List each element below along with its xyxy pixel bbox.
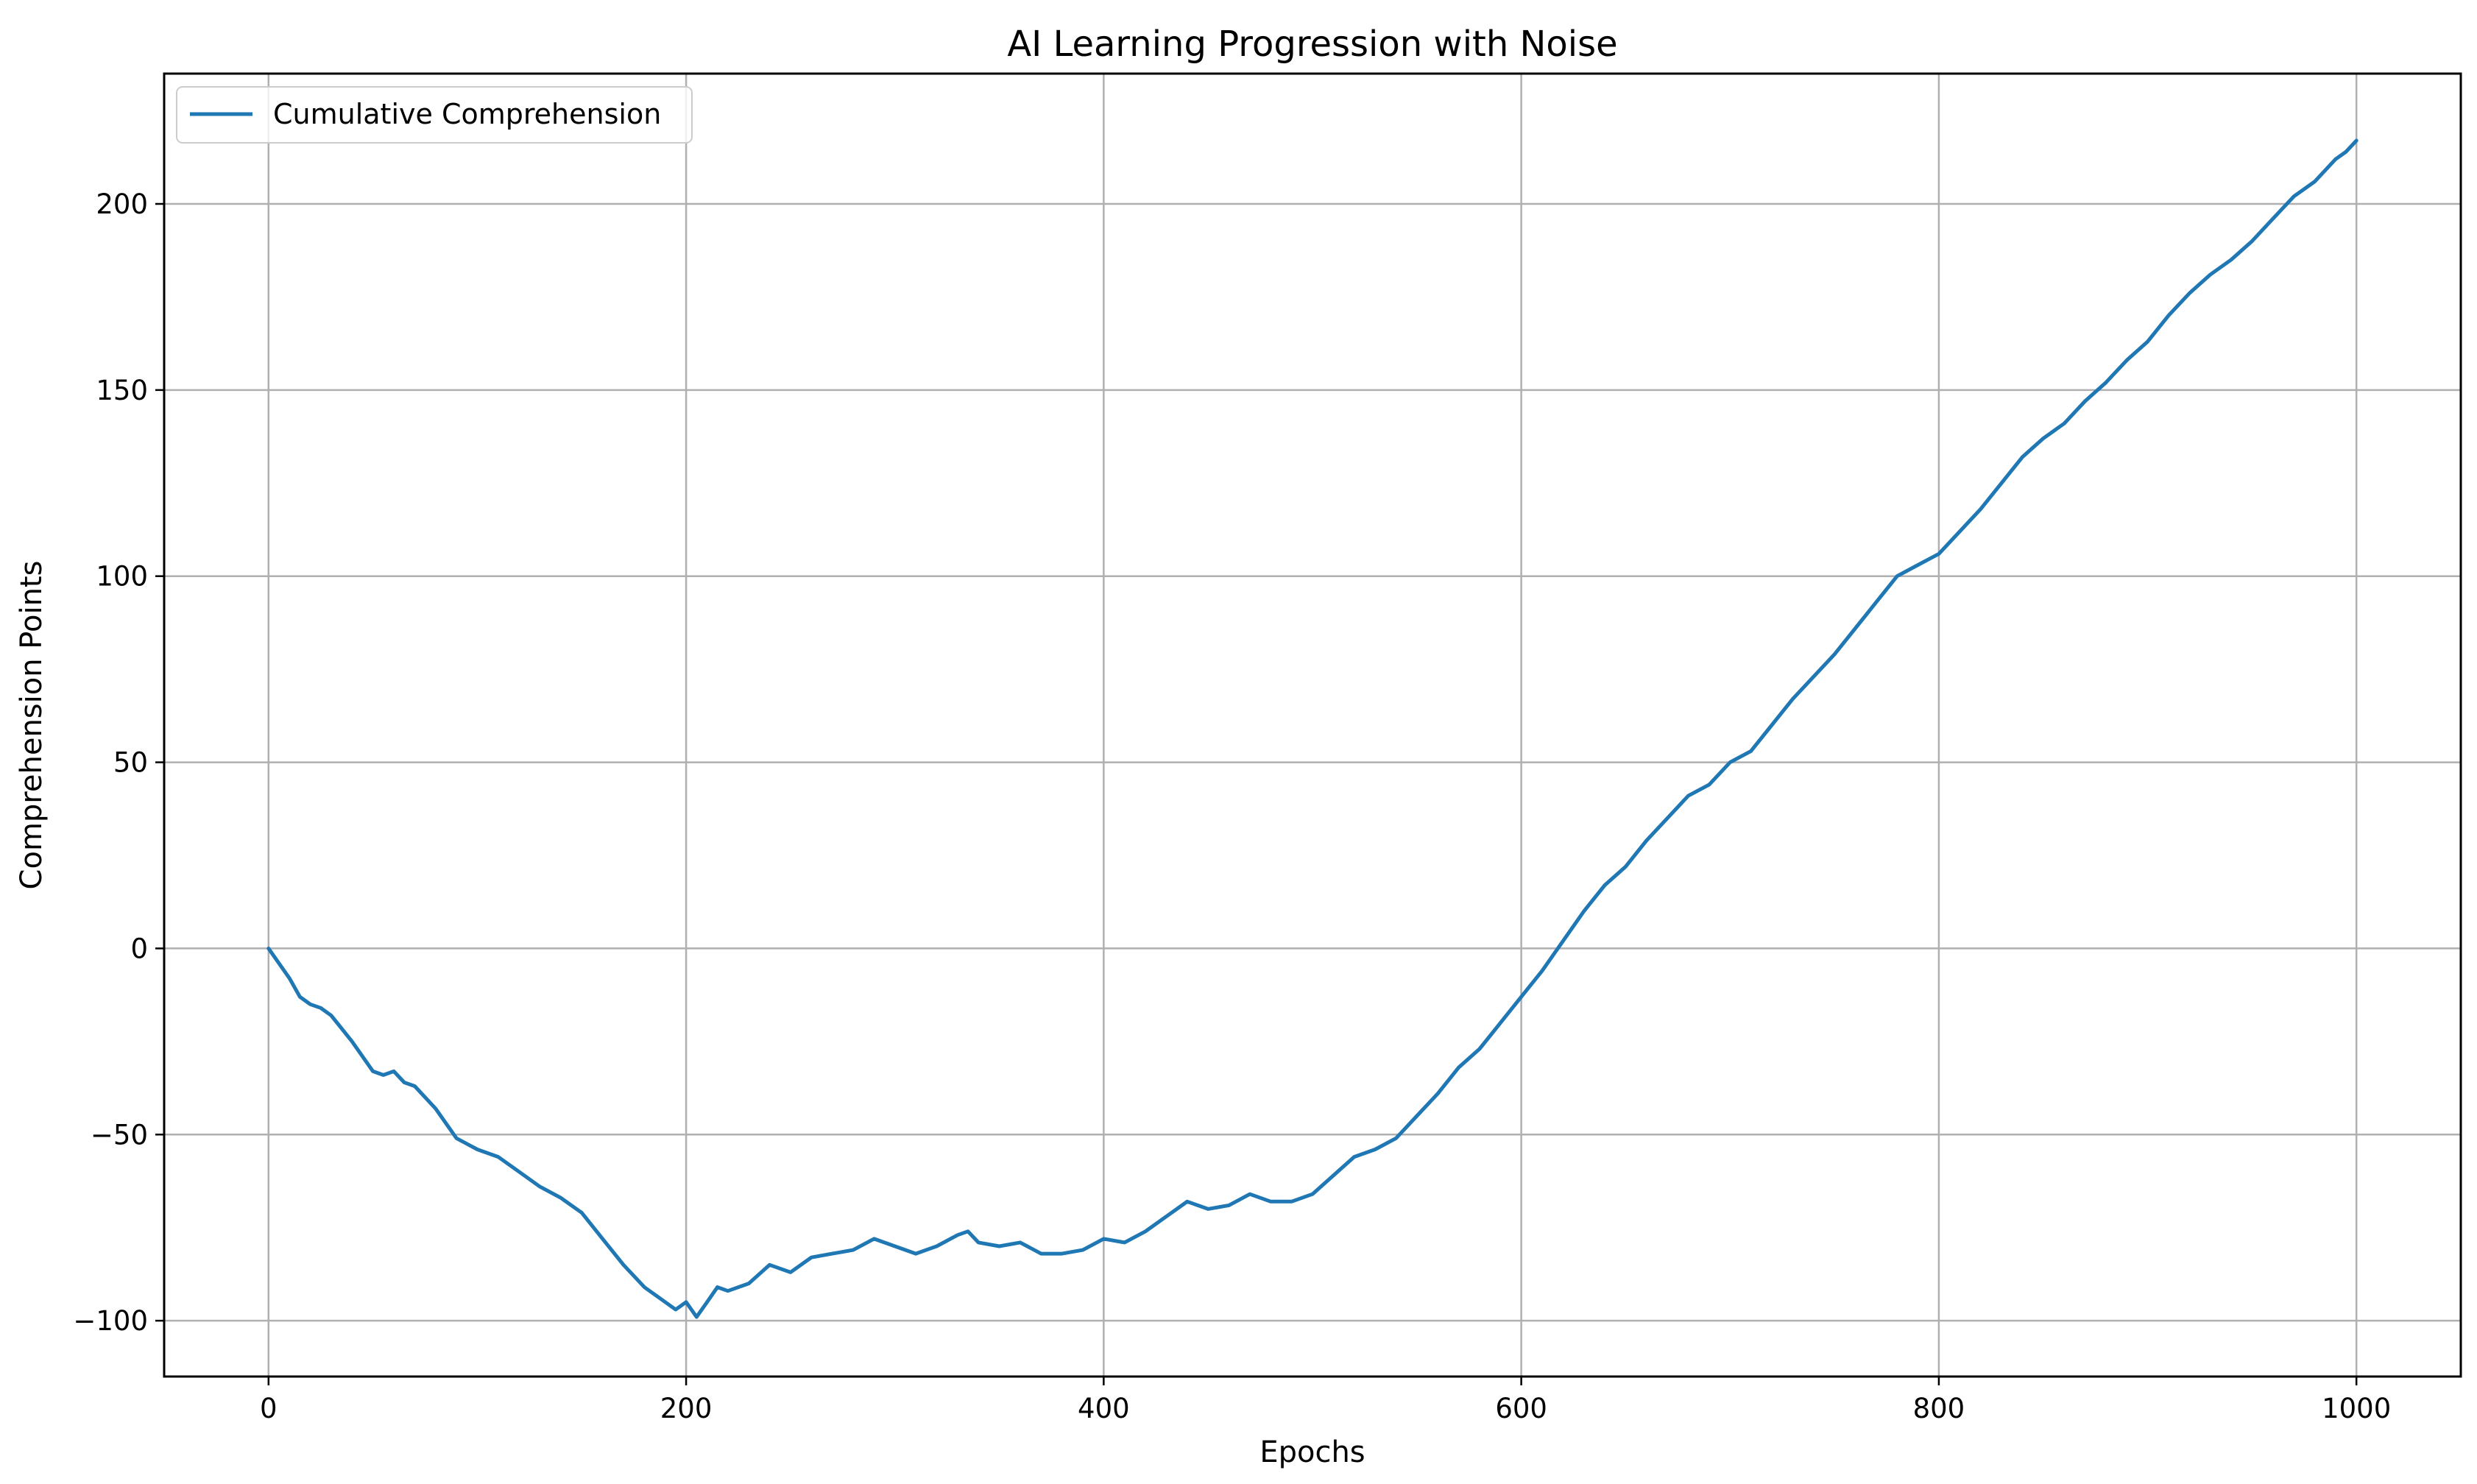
chart-title: AI Learning Progression with Noise: [1007, 24, 1617, 65]
x-axis-ticks: 0 200 400 600 800 1000: [260, 1377, 2391, 1424]
legend-frame: [176, 86, 693, 144]
y-axis-ticks: −100 −50 0 50 100 150 200: [73, 188, 164, 1337]
y-tick-label: −50: [91, 1119, 148, 1151]
y-axis-label: Comprehension Points: [15, 561, 49, 890]
x-tick-label: 0: [260, 1393, 278, 1424]
y-tick-label: 100: [96, 561, 148, 593]
y-tick-label: −100: [73, 1305, 148, 1337]
legend: Cumulative Comprehension: [176, 86, 693, 144]
series-line-cumulative-comprehension: [266, 138, 2358, 1319]
x-tick-label: 600: [1495, 1393, 1547, 1424]
x-tick-label: 400: [1078, 1393, 1130, 1424]
x-tick-label: 800: [1913, 1393, 1965, 1424]
y-tick-label: 0: [130, 933, 148, 964]
series-layer: [266, 138, 2358, 1319]
x-tick-label: 1000: [2322, 1393, 2391, 1424]
legend-label: Cumulative Comprehension: [273, 98, 661, 130]
x-tick-label: 200: [660, 1393, 713, 1424]
y-tick-label: 200: [96, 188, 148, 220]
y-tick-label: 50: [113, 747, 148, 779]
y-tick-label: 150: [96, 375, 148, 406]
x-axis-label: Epochs: [1259, 1435, 1365, 1469]
grid-lines: [164, 74, 2461, 1377]
axes-frame: [163, 72, 2462, 1378]
